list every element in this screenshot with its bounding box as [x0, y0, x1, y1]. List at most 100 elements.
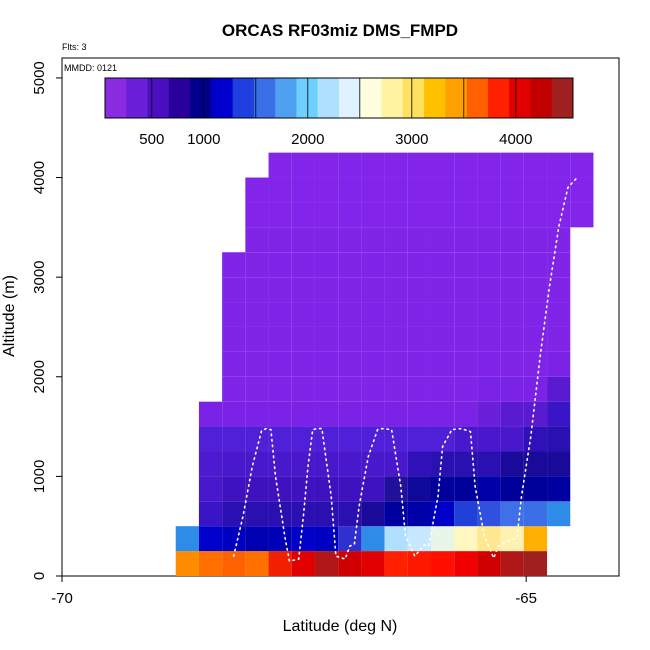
heatmap-cell: [384, 526, 408, 552]
flight-track-line: [232, 176, 578, 563]
colorbar-frame: [104, 77, 574, 119]
heatmap-cell: [500, 501, 524, 527]
heatmap-cell: [407, 476, 432, 502]
heatmap-cell: [245, 177, 269, 203]
heatmap-cell: [570, 152, 594, 178]
heatmap-cell: [523, 302, 548, 327]
heatmap-cell: [500, 227, 524, 253]
heatmap-cell: [407, 426, 432, 452]
heatmap-cell: [477, 326, 501, 352]
heatmap-cell: [384, 277, 408, 303]
heatmap-cell: [245, 551, 269, 576]
heatmap-cell: [361, 177, 385, 203]
heatmap-cell: [523, 476, 548, 502]
heatmap-cell: [314, 501, 339, 527]
heatmap-cell: [477, 376, 501, 402]
heatmap-cell: [477, 526, 501, 552]
heatmap-cell: [268, 476, 292, 502]
heatmap-cell: [523, 227, 548, 253]
heatmap-cell: [477, 401, 501, 427]
heatmap-cell: [500, 302, 524, 327]
heatmap-cell: [454, 302, 478, 327]
date-note: MMDD: 0121: [64, 63, 117, 73]
heatmap-cell: [500, 351, 524, 377]
heatmap-cell: [268, 526, 292, 552]
chart-title: ORCAS RF03miz DMS_FMPD: [222, 21, 458, 40]
heatmap-cell: [384, 476, 408, 502]
heatmap-cell: [245, 252, 269, 278]
colorbar-segment: [445, 78, 468, 118]
colorbar-tick-label: 500: [139, 131, 164, 148]
heatmap-cell: [268, 451, 292, 477]
heatmap-cell: [338, 326, 362, 352]
heatmap-cell: [314, 476, 339, 502]
heatmap-cell: [245, 202, 269, 228]
heatmap-cell: [245, 501, 269, 527]
heatmap-cell: [338, 551, 362, 576]
heatmap-cell: [314, 376, 339, 402]
heatmap-cell: [268, 277, 292, 303]
heatmap-cell: [523, 202, 548, 228]
heatmap-cell: [384, 451, 408, 477]
heatmap-cell: [361, 551, 385, 576]
heatmap-cell: [268, 302, 292, 327]
heatmap-cell: [500, 476, 524, 502]
y-tick-label: 4000: [31, 161, 48, 194]
heatmap-cell: [314, 351, 339, 377]
heatmap-cell: [454, 152, 478, 178]
heatmap-cell: [431, 376, 455, 402]
heatmap-cell: [361, 451, 385, 477]
heatmap-cell: [431, 302, 455, 327]
heatmap-cell: [547, 277, 571, 303]
heatmap-cell: [431, 152, 455, 178]
heatmap-cell: [547, 326, 571, 352]
heatmap-cell: [523, 277, 548, 303]
heatmap-cell: [338, 351, 362, 377]
heatmap-cell: [291, 551, 315, 576]
heatmap-cell: [291, 277, 315, 303]
heatmap-cell: [454, 277, 478, 303]
heatmap-cell: [245, 401, 269, 427]
heatmap-cell: [198, 451, 223, 477]
heatmap-cell: [477, 227, 501, 253]
heatmap-cell: [245, 476, 269, 502]
heatmap-cell: [454, 351, 478, 377]
heatmap-cell: [454, 252, 478, 278]
colorbar-segment: [126, 78, 149, 118]
colorbar-tick-label: 2000: [291, 131, 324, 148]
heatmap-cell: [175, 526, 199, 552]
heatmap-cell: [384, 351, 408, 377]
heatmap-cell: [338, 177, 362, 203]
heatmap-cell: [291, 351, 315, 377]
heatmap-cell: [291, 376, 315, 402]
heatmap-cell: [175, 551, 199, 576]
heatmap-cell: [431, 227, 455, 253]
heatmap-cell: [314, 252, 339, 278]
heatmap-cell: [198, 476, 223, 502]
heatmap-cell: [314, 551, 339, 576]
heatmap-cell: [500, 326, 524, 352]
axes: 0 1000 2000 3000 4000 5000 -70 -65: [31, 61, 537, 607]
heatmap-cell: [268, 227, 292, 253]
flights-note: Flts: 3: [62, 42, 87, 52]
heatmap-cell: [407, 277, 432, 303]
heatmap-cell: [314, 401, 339, 427]
heatmap-cell: [431, 277, 455, 303]
heatmap-cell: [245, 351, 269, 377]
heatmap-cell: [407, 202, 432, 228]
heatmap-cell: [245, 227, 269, 253]
heatmap-cell: [338, 252, 362, 278]
heatmap-cell: [291, 326, 315, 352]
colorbar-segment: [424, 78, 446, 118]
heatmap-cell: [431, 476, 455, 502]
heatmap-cell: [338, 401, 362, 427]
heatmap-cell: [523, 551, 548, 576]
heatmap-cell: [338, 152, 362, 178]
heatmap-cell: [198, 426, 223, 452]
heatmap-cell: [222, 476, 246, 502]
colorbar-segment: [381, 78, 404, 118]
heatmap-cell: [547, 376, 571, 402]
heatmap-cell: [523, 177, 548, 203]
heatmap-cell: [477, 152, 501, 178]
heatmap-cell: [523, 326, 548, 352]
